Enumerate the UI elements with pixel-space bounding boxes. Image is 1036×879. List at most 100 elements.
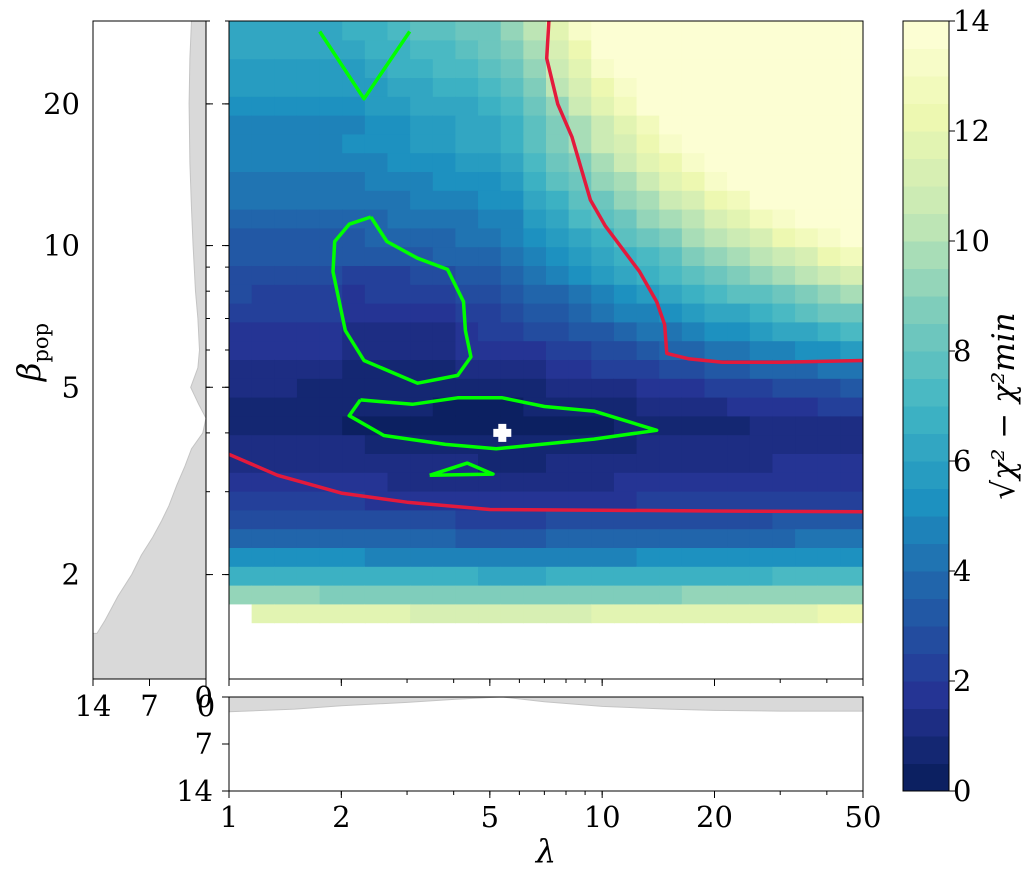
heatmap-cell bbox=[432, 133, 457, 154]
heatmap-cell bbox=[659, 115, 683, 135]
heatmap-cell bbox=[523, 491, 547, 511]
heatmap-cell bbox=[478, 472, 502, 492]
heatmap-cell bbox=[840, 115, 863, 135]
heatmap-cell bbox=[795, 96, 819, 116]
heatmap-cell bbox=[681, 359, 706, 379]
heatmap-cell bbox=[410, 434, 434, 454]
heatmap-cell bbox=[274, 96, 298, 116]
heatmap-cell bbox=[772, 603, 796, 624]
heatmap-cell bbox=[840, 415, 863, 436]
heatmap-cell bbox=[500, 284, 524, 304]
heatmap-cell bbox=[296, 171, 321, 191]
heatmap-cell bbox=[410, 528, 434, 548]
heatmap-cell bbox=[681, 133, 706, 154]
heatmap-cell bbox=[319, 397, 343, 417]
heatmap-cell bbox=[229, 434, 253, 454]
heatmap-cell bbox=[251, 472, 275, 492]
heatmap-cell bbox=[681, 434, 706, 454]
heatmap-cell bbox=[795, 115, 819, 135]
heatmap-cell bbox=[432, 303, 457, 323]
heatmap-cell bbox=[817, 246, 841, 266]
heatmap-cell bbox=[817, 58, 841, 78]
heatmap-cell bbox=[296, 491, 321, 511]
heatmap-cell bbox=[681, 472, 706, 492]
heatmap-cell bbox=[568, 359, 592, 379]
heatmap-cell bbox=[523, 209, 547, 229]
heatmap-cell bbox=[342, 133, 366, 154]
heatmap-cell bbox=[749, 209, 774, 229]
heatmap-cell bbox=[478, 171, 502, 191]
colorbar-level bbox=[903, 103, 949, 132]
heatmap-cell bbox=[229, 21, 253, 41]
heatmap-cell bbox=[591, 171, 615, 191]
heatmap-cell bbox=[500, 227, 524, 248]
heatmap-cell bbox=[613, 340, 638, 360]
heatmap-cell bbox=[681, 77, 706, 97]
heatmap-cell bbox=[704, 509, 728, 530]
heatmap-cell bbox=[704, 340, 728, 360]
heatmap-cell bbox=[840, 528, 863, 548]
heatmap-cell bbox=[613, 21, 638, 41]
heatmap-cell bbox=[681, 284, 706, 304]
heatmap-cell bbox=[432, 378, 457, 398]
heatmap-cell bbox=[795, 21, 819, 41]
heatmap-cell bbox=[432, 340, 457, 360]
heatmap-cell bbox=[342, 547, 366, 567]
heatmap-cell bbox=[749, 321, 774, 342]
heatmap-cell bbox=[704, 547, 728, 567]
heatmap-cell bbox=[636, 321, 660, 342]
heatmap-cell bbox=[274, 547, 298, 567]
heatmap-cell bbox=[840, 566, 863, 586]
heatmap-cell bbox=[523, 547, 547, 567]
colorbar-level bbox=[903, 378, 949, 407]
heatmap-cell bbox=[704, 603, 728, 624]
heatmap-cell bbox=[342, 39, 366, 60]
heatmap-cell bbox=[817, 265, 841, 285]
heatmap-cell bbox=[251, 397, 275, 417]
heatmap-cell bbox=[523, 21, 547, 41]
heatmap-cell bbox=[636, 190, 660, 210]
heatmap-cell bbox=[727, 39, 751, 60]
y-axis-label-subscript: pop bbox=[29, 323, 53, 363]
heatmap-cell bbox=[727, 77, 751, 97]
heatmap-cell bbox=[568, 340, 592, 360]
heatmap-cell bbox=[659, 528, 683, 548]
heatmap-cell bbox=[319, 303, 343, 323]
heatmap-cell bbox=[500, 509, 524, 530]
colorbar-level bbox=[903, 268, 949, 297]
heatmap-cell bbox=[681, 453, 706, 473]
heatmap-cell bbox=[500, 303, 524, 323]
heatmap-cell bbox=[319, 509, 343, 530]
heatmap-cell bbox=[523, 246, 547, 266]
colorbar-level bbox=[903, 543, 949, 572]
contour-path bbox=[347, 396, 659, 451]
heatmap-cell bbox=[251, 585, 275, 605]
heatmap-cell bbox=[296, 152, 321, 172]
heatmap-cell bbox=[727, 378, 751, 398]
heatmap-cell bbox=[364, 115, 389, 135]
heatmap-cell bbox=[636, 133, 660, 154]
heatmap-cell bbox=[478, 21, 502, 41]
heatmap-cell bbox=[636, 152, 660, 172]
heatmap-cell bbox=[636, 96, 660, 116]
heatmap-cell bbox=[840, 603, 863, 624]
heatmap-cell bbox=[229, 585, 253, 605]
heatmap-cell bbox=[613, 58, 638, 78]
y-tick-label: 2 bbox=[62, 558, 80, 592]
heatmap-cell bbox=[274, 585, 298, 605]
heatmap-cell bbox=[478, 39, 502, 60]
heatmap-cell bbox=[319, 603, 343, 624]
heatmap-cell bbox=[523, 133, 547, 154]
heatmap-cell bbox=[659, 547, 683, 567]
heatmap-cell bbox=[659, 58, 683, 78]
best-fit-marker bbox=[493, 423, 512, 442]
heatmap-cell bbox=[229, 115, 253, 135]
heatmap-cell bbox=[296, 115, 321, 135]
heatmap-cell bbox=[364, 472, 389, 492]
heatmap-cell bbox=[568, 566, 592, 586]
heatmap-cell bbox=[681, 378, 706, 398]
heatmap-cell bbox=[817, 21, 841, 41]
heatmap-cell bbox=[364, 547, 389, 567]
colorbar-tick-label: 6 bbox=[953, 444, 971, 478]
heatmap-cell bbox=[568, 39, 592, 60]
